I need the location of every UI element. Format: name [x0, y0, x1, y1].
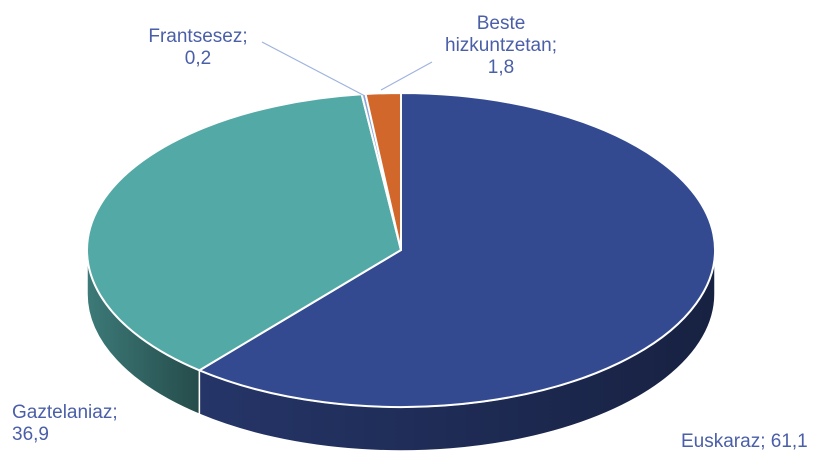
- leader-line-beste-hizkuntzetan: [380, 61, 433, 91]
- leader-lines: [261, 41, 433, 97]
- data-label-line: Beste: [477, 13, 526, 34]
- data-label-line: 1,8: [488, 57, 514, 78]
- pie-slice-gaztelaniaz: [86, 93, 402, 372]
- pie-slice-beste-hizkuntzetan: [364, 92, 402, 251]
- data-label-line: 0,2: [185, 48, 211, 69]
- data-label-line: 36,9: [12, 424, 49, 445]
- data-label-euskaraz: Euskaraz; 61,1: [681, 431, 808, 452]
- pie-slice-euskaraz: [198, 92, 716, 408]
- data-label-line: Gaztelaniaz;: [12, 402, 118, 423]
- data-label-frantsesez: Frantsesez; 0,2: [148, 26, 247, 69]
- data-labels: Euskaraz; 61,1 Gaztelaniaz; 36,9 Frantsesez…: [12, 13, 808, 452]
- data-label-gaztelaniaz: Gaztelaniaz; 36,9: [12, 402, 118, 445]
- data-label-line: Euskaraz; 61,1: [681, 431, 808, 452]
- pie-top-faces: [86, 92, 716, 408]
- data-label-line: Frantsesez;: [148, 26, 247, 47]
- leader-line-frantsesez: [261, 41, 366, 97]
- data-label-beste-hizkuntzetan: Beste hizkuntzetan; 1,8: [445, 13, 557, 78]
- data-label-line: hizkuntzetan;: [445, 35, 557, 56]
